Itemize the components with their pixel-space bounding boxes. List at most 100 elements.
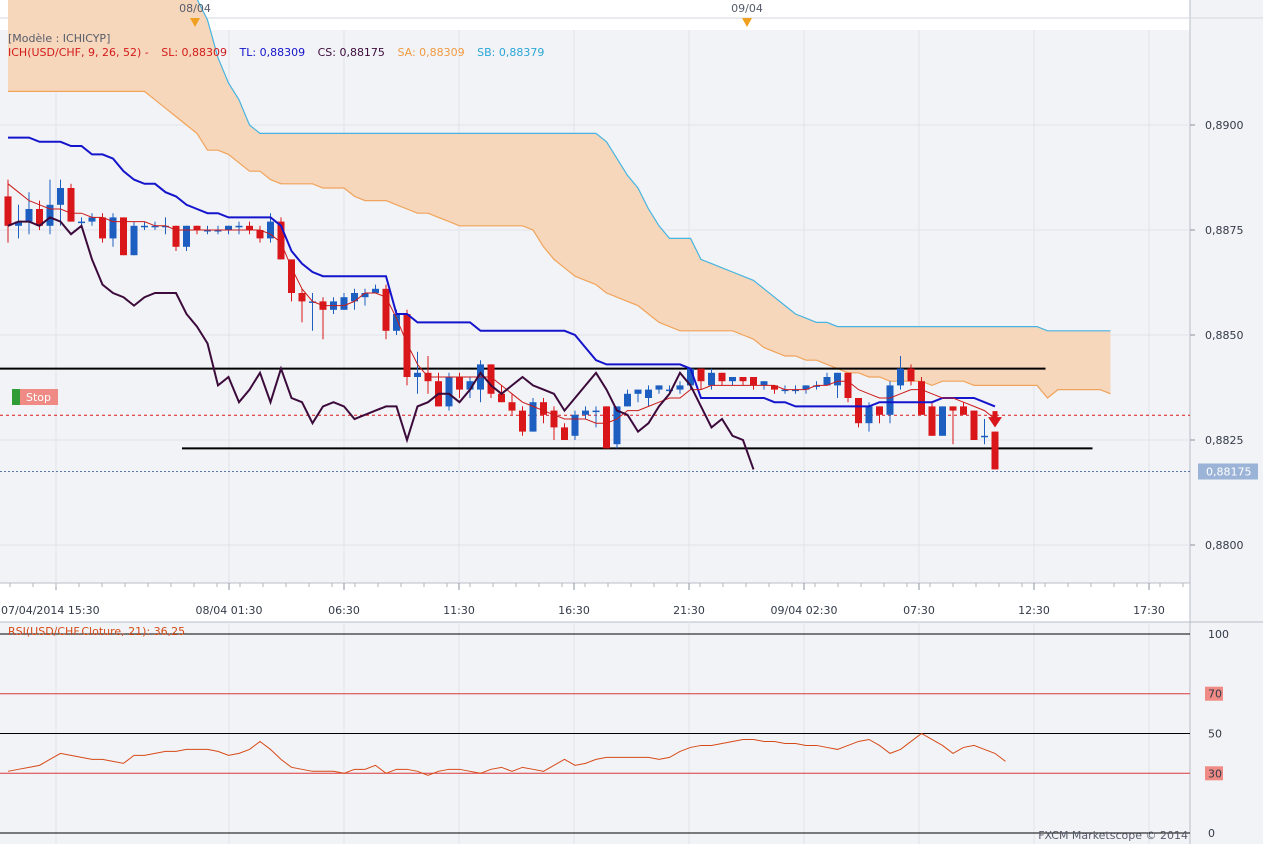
candle-up bbox=[361, 293, 369, 298]
rsi-level-badge bbox=[1205, 686, 1223, 701]
candle-up bbox=[78, 221, 85, 224]
kumo-cloud-fill bbox=[8, 0, 1111, 398]
time-tick-label: 07:30 bbox=[903, 604, 935, 617]
candle-up bbox=[393, 314, 400, 331]
candle-up bbox=[676, 385, 684, 390]
candle-up bbox=[225, 225, 232, 230]
model-label: [Modèle : ICHICYP] bbox=[8, 32, 110, 45]
rsi-grid-layer: 100 70 50 30 0 bbox=[0, 628, 1229, 840]
legend-tl: TL: 0,88309 bbox=[239, 46, 306, 59]
candle-down bbox=[718, 372, 726, 382]
current-price-label-background bbox=[1198, 463, 1258, 480]
candle-up bbox=[46, 204, 54, 226]
rsi-legend: RSI(USD/CHF.Cloture, 21): 36,25 bbox=[8, 625, 185, 638]
candle-down bbox=[918, 381, 925, 415]
rsi-level-badge bbox=[1205, 766, 1223, 781]
candle-up bbox=[865, 406, 873, 424]
candle-down bbox=[855, 398, 862, 424]
price-axis-band bbox=[1190, 0, 1263, 844]
price-tick-label: 0,8825 bbox=[1205, 434, 1244, 447]
rsi-tick-label: 30 bbox=[1208, 767, 1222, 780]
candle-up bbox=[897, 368, 904, 386]
candle-up bbox=[813, 385, 820, 387]
price-tick-label: 0,8800 bbox=[1205, 539, 1244, 552]
candle-up bbox=[687, 368, 694, 386]
candle-up bbox=[834, 372, 841, 386]
day-marker-triangle-1-icon[interactable] bbox=[190, 18, 200, 27]
rsi-tick-label: 70 bbox=[1208, 688, 1222, 701]
candle-down bbox=[403, 314, 411, 377]
candle-down bbox=[603, 406, 610, 449]
candle-down bbox=[246, 225, 253, 230]
candle-up bbox=[109, 217, 117, 239]
candle-down bbox=[970, 410, 978, 440]
stop-badge-body bbox=[20, 389, 58, 405]
candle-up bbox=[141, 225, 148, 228]
legend-sa: SA: 0,88309 bbox=[397, 46, 464, 59]
legend-sl: SL: 0,88309 bbox=[161, 46, 227, 59]
candle-up bbox=[792, 389, 799, 392]
candle-up bbox=[445, 377, 453, 407]
time-tick-label: 08/04 01:30 bbox=[196, 604, 263, 617]
stop-badge[interactable]: Stop bbox=[12, 389, 58, 405]
candle-down bbox=[991, 431, 999, 470]
candle-down bbox=[193, 225, 201, 230]
candle-down bbox=[487, 364, 495, 394]
stop-badge-label: Stop bbox=[26, 391, 51, 404]
candle-up bbox=[729, 377, 736, 382]
candle-up bbox=[634, 389, 642, 394]
kijun-sen-line bbox=[8, 136, 996, 408]
candle-down bbox=[739, 377, 747, 382]
rsi-line bbox=[7, 732, 1006, 776]
candle-down bbox=[907, 368, 915, 382]
candle-up bbox=[529, 402, 537, 432]
candle-up bbox=[151, 225, 159, 228]
candle-up bbox=[939, 406, 946, 436]
senkou-span-a-line bbox=[8, 90, 1111, 399]
candle-up bbox=[582, 410, 589, 415]
candle-down bbox=[876, 406, 883, 415]
day-marker-triangle-2-icon[interactable] bbox=[742, 18, 752, 27]
support-resistance-lines bbox=[0, 367, 1093, 450]
candle-up bbox=[57, 188, 64, 205]
time-tick-label: 11:30 bbox=[443, 604, 475, 617]
candle-down bbox=[172, 225, 180, 247]
candle-down bbox=[697, 368, 705, 382]
candle-down bbox=[99, 217, 106, 239]
time-tick-label: 09/04 02:30 bbox=[771, 604, 838, 617]
candle-down bbox=[540, 402, 547, 415]
candle-up bbox=[214, 230, 222, 232]
candle-up bbox=[130, 225, 138, 256]
candle-up bbox=[351, 293, 358, 302]
legend-sb: SB: 0,88379 bbox=[477, 46, 544, 59]
candle-up bbox=[781, 389, 789, 392]
time-tick-label: 16:30 bbox=[558, 604, 590, 617]
candle-down bbox=[456, 377, 463, 390]
day-marker-label-2: 09/04 bbox=[731, 2, 763, 15]
candle-down bbox=[928, 406, 936, 436]
candle-up bbox=[655, 385, 663, 390]
candle-up bbox=[624, 393, 631, 407]
candle-up bbox=[267, 221, 274, 239]
candle-up bbox=[981, 435, 988, 438]
candle-down bbox=[256, 230, 264, 239]
candle-down bbox=[382, 288, 390, 331]
candle-down bbox=[771, 385, 778, 390]
candle-down bbox=[36, 209, 43, 226]
rsi-tick-label: 100 bbox=[1208, 628, 1229, 641]
candle-up bbox=[823, 377, 831, 386]
candle-down bbox=[498, 393, 505, 403]
candle-up bbox=[25, 209, 33, 222]
price-tick-label: 0,8900 bbox=[1205, 119, 1244, 132]
candle-up bbox=[183, 225, 190, 247]
price-tick-label: 0,8850 bbox=[1205, 329, 1244, 342]
candle-down bbox=[298, 293, 306, 302]
candle-up bbox=[204, 230, 211, 232]
time-tick-label: 06:30 bbox=[328, 604, 360, 617]
candle-up bbox=[666, 389, 673, 392]
candle-up bbox=[645, 389, 652, 398]
candle-down bbox=[67, 188, 75, 222]
tenkan-sen-line bbox=[7, 183, 996, 424]
candle-up bbox=[886, 385, 894, 415]
